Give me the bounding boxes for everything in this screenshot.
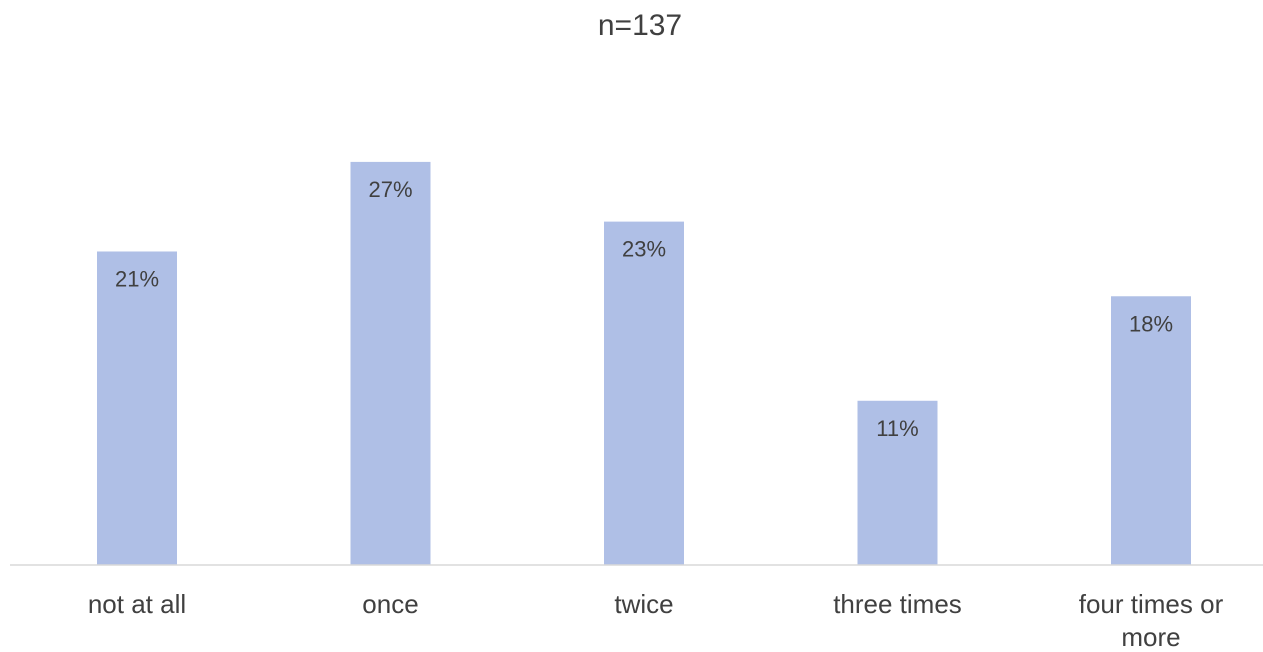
value-labels-group: 21% 27% 23% 11% 18% <box>115 177 1173 441</box>
bar-0 <box>97 251 177 565</box>
category-label-4: four times or more <box>1079 589 1224 652</box>
value-label-3: 11% <box>876 416 918 441</box>
value-label-2: 23% <box>622 237 666 262</box>
value-label-0: 21% <box>115 266 159 291</box>
value-label-4: 18% <box>1129 311 1173 336</box>
category-labels-group: not at all once twice three times four times… <box>88 589 1224 652</box>
bars-group <box>97 161 1191 565</box>
chart-title: n=137 <box>598 9 682 42</box>
category-label-2: twice <box>614 589 673 619</box>
category-label-1: once <box>362 589 418 619</box>
bar-4 <box>1111 296 1191 565</box>
category-label-3: three times <box>833 589 962 619</box>
bar-2 <box>604 221 684 565</box>
bar-3 <box>857 400 938 565</box>
value-label-1: 27% <box>368 177 412 202</box>
bar-1 <box>350 161 431 565</box>
category-label-0: not at all <box>88 589 186 619</box>
